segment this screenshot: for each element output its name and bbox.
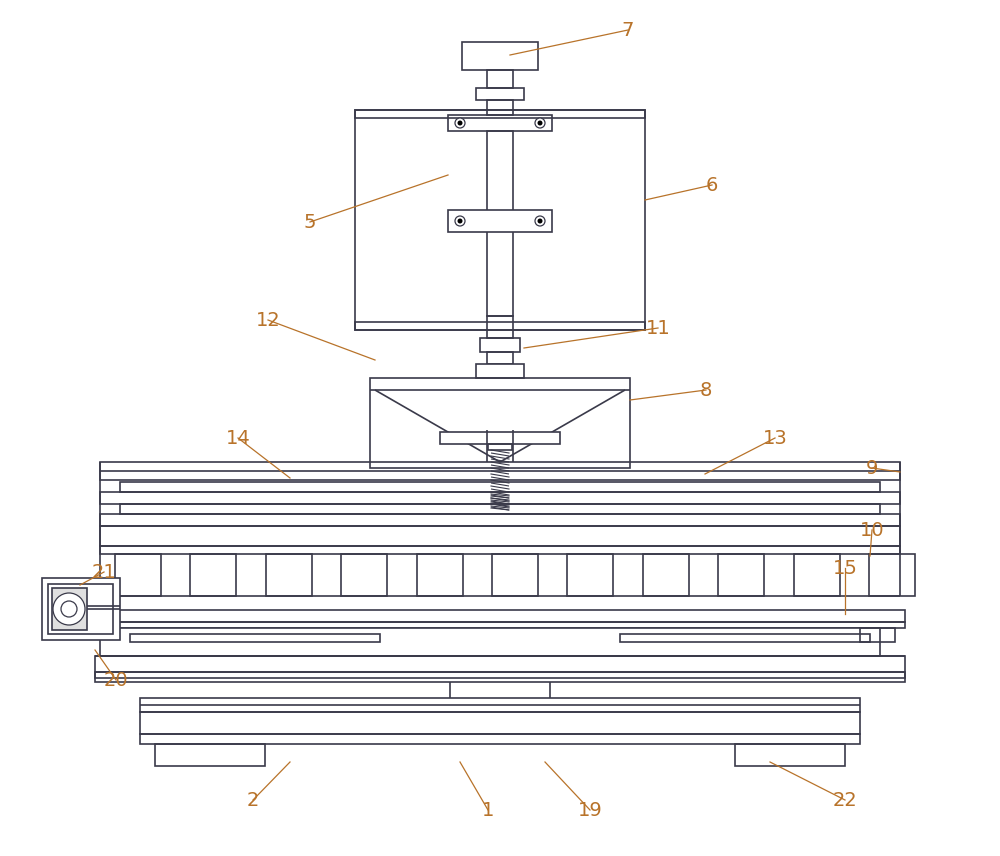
Text: 13: 13 [763,429,787,448]
Bar [120,504,880,514]
Bar [487,70,513,88]
Circle shape [535,118,545,128]
Bar [52,588,87,630]
Text: 9: 9 [866,459,878,478]
Circle shape [455,118,465,128]
Bar [42,578,120,640]
Bar [140,734,860,744]
Bar [480,338,520,352]
Bar [718,554,764,596]
Bar [355,322,645,330]
Bar [140,698,860,712]
Bar [95,672,905,682]
Bar [115,554,161,596]
Bar [448,115,552,131]
Bar [100,526,900,546]
Bar [140,712,860,734]
Bar [100,514,900,526]
Text: 10: 10 [860,520,884,539]
Text: 22: 22 [833,790,857,810]
Text: 20: 20 [104,670,128,689]
Bar [190,554,236,596]
Text: 11: 11 [646,318,670,337]
Bar [355,110,645,330]
Bar [130,634,380,642]
Bar [100,628,880,656]
Text: 21: 21 [92,562,116,581]
Text: 12: 12 [256,311,280,330]
Bar [643,554,689,596]
Bar [417,554,463,596]
Bar [476,88,524,100]
Text: 7: 7 [622,21,634,39]
Bar [794,554,840,596]
Bar [100,462,900,480]
Bar [487,100,513,115]
Bar [476,364,524,378]
Text: 6: 6 [706,175,718,194]
Text: 1: 1 [482,800,494,819]
Text: 2: 2 [247,790,259,810]
Circle shape [458,121,462,126]
Bar [462,42,538,70]
Text: 14: 14 [226,429,250,448]
Bar [155,744,265,766]
Bar [860,628,895,642]
Bar [488,444,512,450]
Text: 5: 5 [304,212,316,231]
Bar [355,110,645,118]
Circle shape [538,121,542,126]
Bar [448,210,552,232]
Text: 8: 8 [700,381,712,400]
Bar [735,744,845,766]
Text: 19: 19 [578,800,602,819]
Circle shape [538,218,542,223]
Bar [341,554,387,596]
Bar [440,432,560,444]
Bar [266,554,312,596]
Bar [487,316,513,338]
Bar [487,131,513,316]
Bar [492,554,538,596]
Circle shape [53,593,85,625]
Bar [869,554,915,596]
Bar [487,352,513,364]
Bar [370,378,630,468]
Circle shape [535,216,545,226]
Bar [95,656,905,678]
Bar [100,492,900,504]
Bar [95,622,905,628]
Bar [48,584,113,634]
Bar [567,554,613,596]
Bar [120,482,880,492]
Circle shape [455,216,465,226]
Bar [620,634,870,642]
Bar [95,610,905,622]
Text: 15: 15 [833,558,857,578]
Circle shape [458,218,462,223]
Bar [100,546,900,554]
